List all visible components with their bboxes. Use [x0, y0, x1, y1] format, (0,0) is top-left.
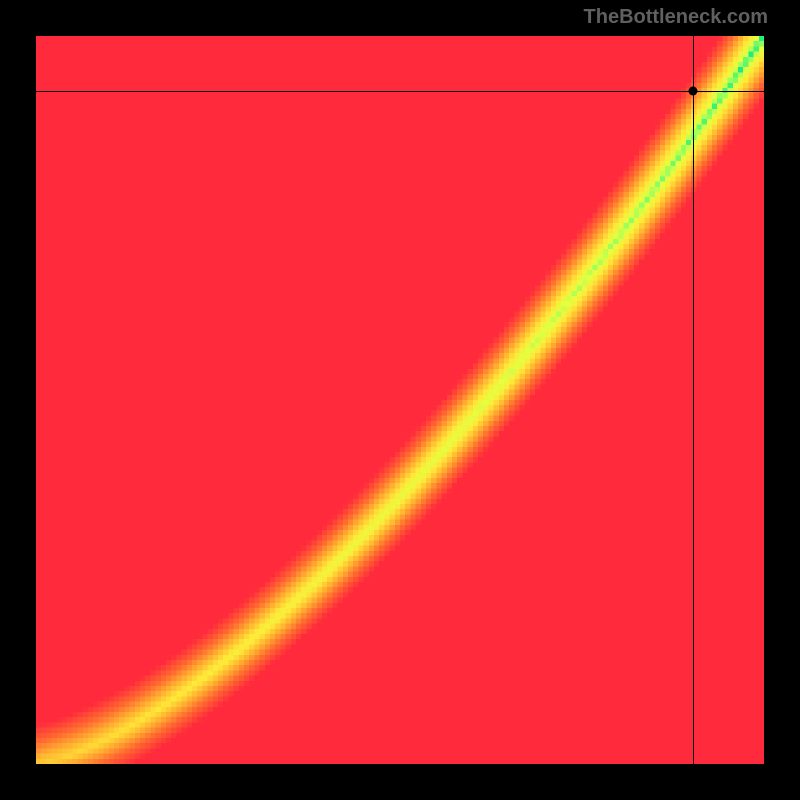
- bottleneck-heatmap: [36, 36, 764, 764]
- crosshair-horizontal: [36, 91, 764, 92]
- marker-dot: [688, 86, 697, 95]
- crosshair-vertical: [693, 36, 694, 764]
- watermark-text: TheBottleneck.com: [584, 6, 768, 29]
- heatmap-canvas: [36, 36, 764, 764]
